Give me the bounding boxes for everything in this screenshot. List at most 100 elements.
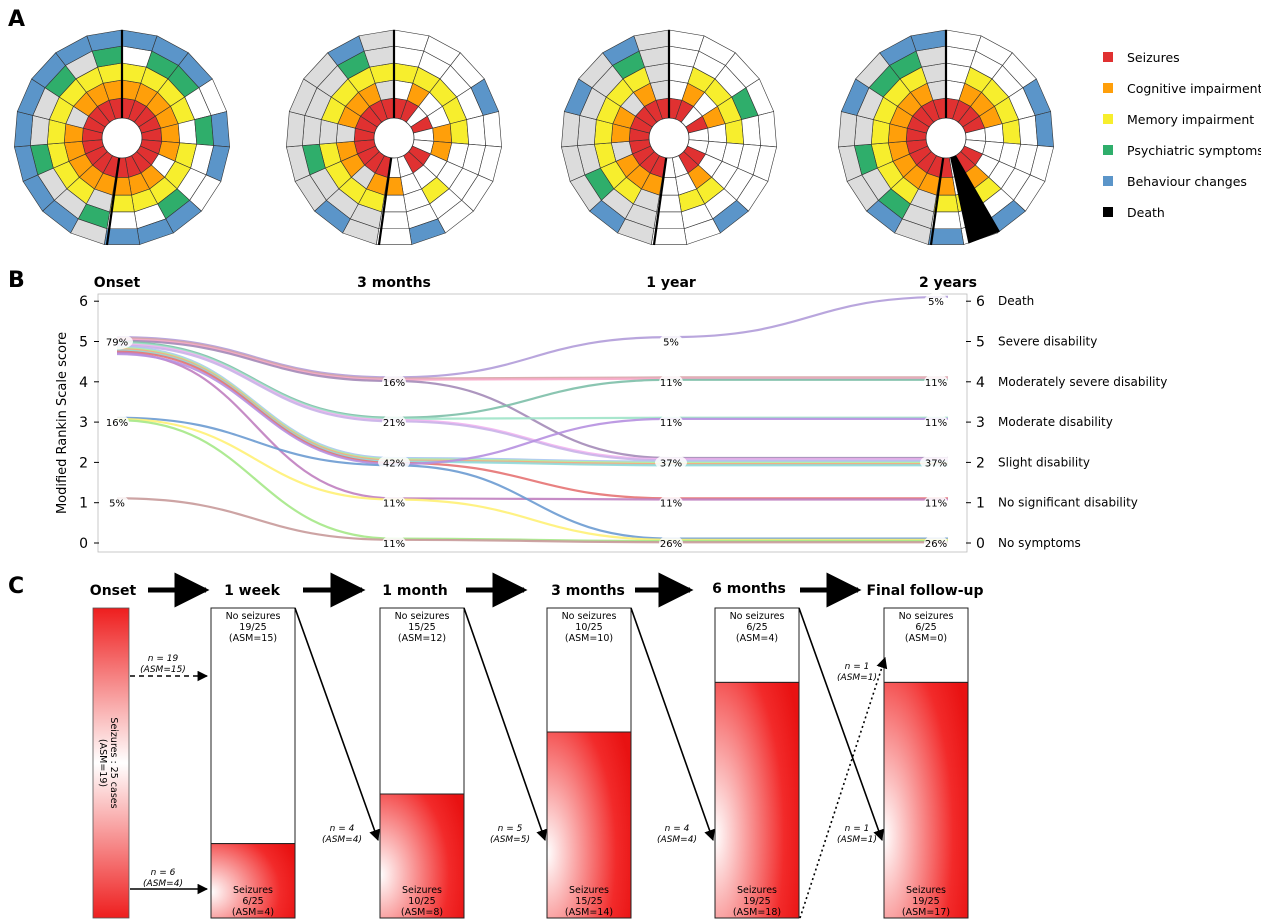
seizure-count: 19/25 [743,896,770,907]
patient-flow-line [116,417,948,541]
transition-asm-label: (ASM=4) [143,879,183,889]
mrs-category-label: Moderate disability [998,415,1113,429]
seizure-bar [883,681,969,919]
timepoint-header: 1 week [224,583,281,599]
percent-label: 11% [925,499,947,510]
no-seizure-count: 6/25 [746,622,767,633]
wheel-cell-memory-impairment [724,119,745,145]
transition-n-label: n = 19 [148,654,179,664]
percent-label-bg [924,373,948,390]
transition-asm-label: (ASM=4) [322,835,362,845]
legend-swatch [1103,83,1113,93]
patient-flow-line [116,338,948,381]
percent-label-bg [101,333,133,350]
death-wedge [950,155,1000,244]
timepoint-header: 3 months [551,583,625,599]
no-seizure-asm: (ASM=12) [398,633,446,644]
no-seizure-asm: (ASM=10) [565,633,613,644]
onset-label: Seizures : 25 cases [108,717,119,808]
timepoint-header: 3 months [357,275,431,291]
timepoint-header: 6 months [712,581,786,597]
mrs-category-label: Severe disability [998,335,1097,349]
y-tick-label: 6 [79,294,88,310]
symptom-legend: Seizures Cognitive impairment Memory impai… [1103,50,1261,220]
y2-tick-label: 2 [976,455,985,471]
percent-label-bg [382,414,406,431]
panel-letter-c: C [8,574,24,599]
mrs-alluvial-chart: Onset 3 months 1 year 2 years 0 0 No symptoms 1… [55,275,1167,553]
no-seizure-bar [210,607,296,845]
patient-flow-line [116,352,948,466]
wheel-cell-psychiatric-symptoms [576,115,597,146]
wheel-cell-behaviour-changes [1034,111,1054,148]
mrs-category-label: Slight disability [998,455,1090,469]
y2-tick-label: 5 [976,335,985,351]
legend-label: Psychiatric symptoms [1127,143,1261,158]
seizure-bar [210,843,296,919]
percent-label: 37% [925,458,947,469]
percent-label: 21% [383,418,405,429]
transition-arrow [798,607,884,842]
transition-n-label: n = 4 [330,824,355,834]
patient-flow-line [116,416,948,540]
y2-tick-label: 3 [976,415,985,431]
patient-flow-line [116,351,948,501]
seizure-asm: (ASM=17) [902,907,950,918]
percent-label-bg [105,414,129,431]
legend-label: Cognitive impairment [1127,81,1261,96]
no-seizure-bar [379,607,465,795]
transition-asm-label: (ASM=15) [140,665,186,675]
timepoint-header: 2 years [919,275,977,291]
seizure-label: Seizures [569,885,609,896]
percent-label-bg [659,333,683,350]
no-seizure-count: 10/25 [575,622,602,633]
wheel-cell-psychiatric-symptoms [853,115,874,146]
seizure-count: 10/25 [408,896,435,907]
wheel-divider [105,157,121,246]
percent-label-bg [659,414,683,431]
wheel-3 [560,29,778,246]
percent-label-bg [105,494,129,511]
percent-label-bg [920,454,952,471]
patient-flow-line [116,344,948,462]
patient-flow-line [116,337,948,380]
percent-label: 11% [660,499,682,510]
wheel-cell-psychiatric-symptoms [29,115,50,146]
transition-arrow [799,656,888,919]
no-seizure-count: 19/25 [239,622,266,633]
seizure-label: Seizures [233,885,273,896]
wheel-cell-behaviour-changes [14,111,34,148]
timepoint-header: Onset [90,583,137,599]
wheel-cell-psychiatric-symptoms [741,115,762,146]
patient-flow-line [116,295,949,379]
wheel-cell-behaviour-changes [757,111,777,148]
percent-label: 42% [383,458,405,469]
onset-asm-label: (ASM=19) [97,739,108,787]
transition-n-label: n = 6 [151,868,176,878]
no-seizure-asm: (ASM=15) [229,633,277,644]
patient-flow-line [116,346,949,464]
wheel-cell-behaviour-changes [482,111,502,148]
panel-letter-a: A [8,7,25,32]
wheel-cell-psychiatric-symptoms [466,115,487,146]
percent-label: 11% [660,378,682,389]
no-seizure-count: 15/25 [408,622,435,633]
patient-flow-line [116,497,948,544]
transition-asm-label: (ASM=1) [837,835,877,845]
mrs-category-label: No significant disability [998,496,1138,510]
patient-flow-line [116,419,948,543]
no-seizure-label: No seizures [899,611,954,622]
no-seizure-bar [546,607,632,733]
no-seizure-asm: (ASM=4) [736,633,778,644]
wheel-cell-psychiatric-symptoms [301,115,322,146]
wheel-cell-psychiatric-symptoms [194,115,215,146]
timepoint-header: Final follow-up [866,583,983,599]
transition-asm-label: (ASM=5) [490,835,530,845]
timepoint-header: 1 year [646,275,696,291]
y-tick-label: 2 [79,455,88,471]
wheel-2 [285,29,503,246]
wheel-1 [13,29,231,246]
percent-label: 16% [106,418,128,429]
legend-swatch [1103,207,1113,217]
